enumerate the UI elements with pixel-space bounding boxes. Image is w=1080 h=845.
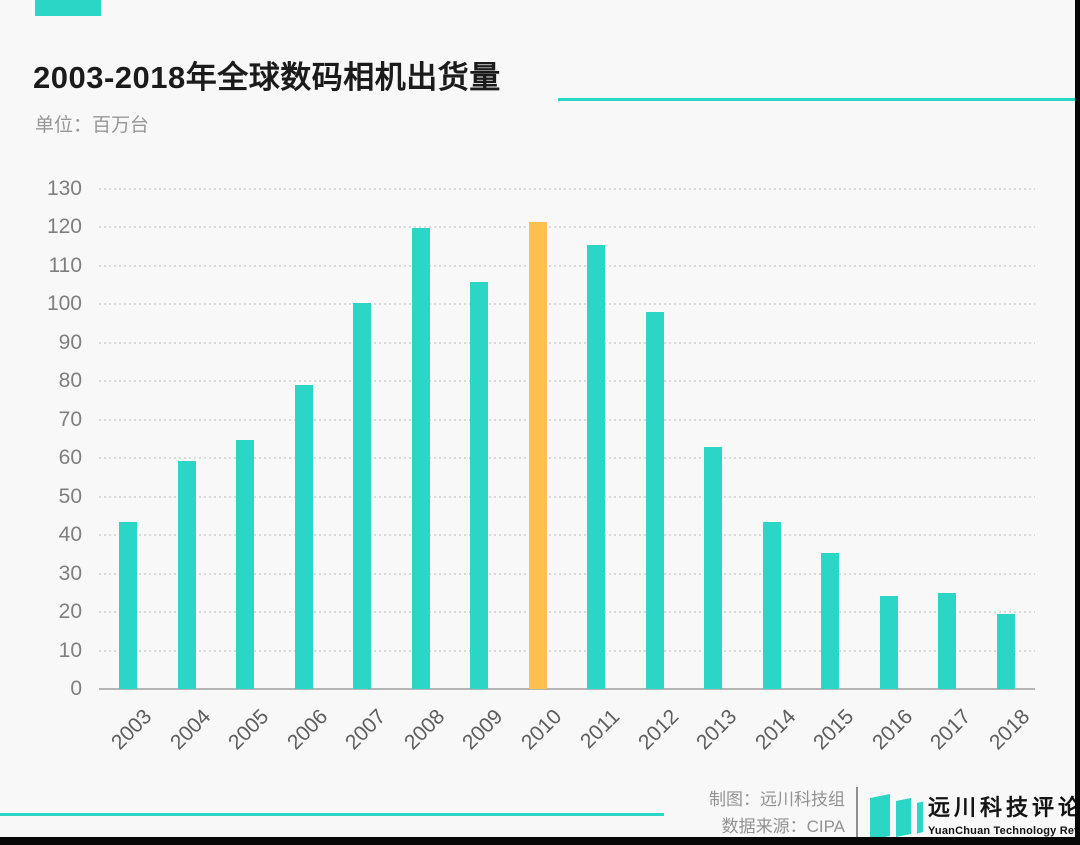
y-tick-label: 90 [58,330,82,354]
header-accent-rect [35,0,101,16]
y-tick-label: 20 [58,600,82,624]
y-tick-label: 110 [48,253,82,277]
bar-2011 [587,244,606,689]
gridline [99,495,1035,498]
gridline [99,457,1035,460]
x-tick-label: 2012 [633,705,684,755]
x-tick-label: 2015 [809,705,859,755]
gridline [99,649,1035,652]
bar-2013 [704,447,723,689]
bar-2015 [821,552,840,689]
footer-credits: 制图：远川科技组 数据来源：CIPA [709,786,845,840]
x-tick-label: 2007 [341,705,391,755]
gridline [99,303,1035,306]
plot-area [99,188,1035,690]
bar-2017 [938,592,957,689]
bottom-edge-bar [0,837,1080,845]
credit-source: 数据来源：CIPA [721,817,845,836]
bar-2014 [762,522,781,689]
bar-2008 [411,228,430,689]
gridline [99,572,1035,575]
bar-2012 [645,311,664,689]
x-tick-label: 2010 [516,705,567,755]
bar-2016 [879,595,898,689]
gridline [99,534,1035,537]
bar-2003 [119,522,138,689]
x-tick-label: 2016 [867,705,918,755]
x-tick-label: 2005 [224,705,274,755]
x-tick-label: 2017 [926,705,976,755]
x-axis-line [99,688,1035,690]
y-tick-label: 0 [70,677,82,700]
x-tick-label: 2003 [107,705,157,755]
gridline [99,611,1035,614]
gridline [99,226,1035,229]
y-tick-label: 120 [46,215,82,239]
gridline [99,341,1035,344]
gridline [99,418,1035,421]
bar-2018 [996,614,1015,689]
y-tick-label: 30 [58,561,82,585]
y-axis-labels: 0 10 20 30 40 50 60 70 80 90 100 110 120 130 [0,177,84,700]
logo-text: 远川科技评论 YuanChuan Technology Review [928,790,1080,837]
unit-label: 单位：百万台 [35,115,150,136]
logo-title-en: YuanChuan Technology Review [928,825,1080,837]
y-tick-label: 10 [58,638,82,662]
logo-title-cn: 远川科技评论 [928,795,1080,820]
y-tick-label: 130 [46,177,82,200]
bar-2009 [470,281,489,689]
x-tick-label: 2009 [458,705,508,755]
y-tick-label: 60 [58,446,82,470]
y-tick-label: 40 [58,523,82,547]
y-tick-label: 70 [58,407,82,431]
bar-2004 [177,460,196,689]
x-tick-label: 2014 [750,705,801,755]
footer: 制图：远川科技组 数据来源：CIPA 远川科技评论 YuanChuan Tech… [690,782,1080,842]
bar-2005 [236,439,255,689]
x-tick-label: 2018 [984,705,1035,755]
footer-accent-line [0,813,664,816]
x-tick-label: 2008 [399,705,450,755]
y-tick-label: 50 [58,484,82,508]
logo-bars-icon [870,794,923,840]
x-tick-label: 2013 [692,705,742,755]
credit-author: 制图：远川科技组 [709,790,845,809]
bar-2010 [528,221,547,689]
bar-2006 [294,385,313,689]
x-axis-labels: 2003 2004 2005 2006 2007 2008 2009 2010 2011 2012… [99,689,1059,779]
x-tick-label: 2011 [576,705,625,754]
y-tick-label: 100 [46,292,82,316]
title-underline [558,98,1076,101]
gridline [99,264,1035,267]
gridline [99,380,1035,383]
footer-divider [856,787,858,839]
right-edge-bar [1075,0,1080,845]
page-title: 2003-2018年全球数码相机出货量 [33,60,501,95]
x-tick-label: 2006 [282,705,333,755]
gridline [99,188,1035,190]
x-tick-label: 2004 [165,705,216,755]
bar-2007 [353,302,372,689]
y-tick-label: 80 [58,369,82,393]
